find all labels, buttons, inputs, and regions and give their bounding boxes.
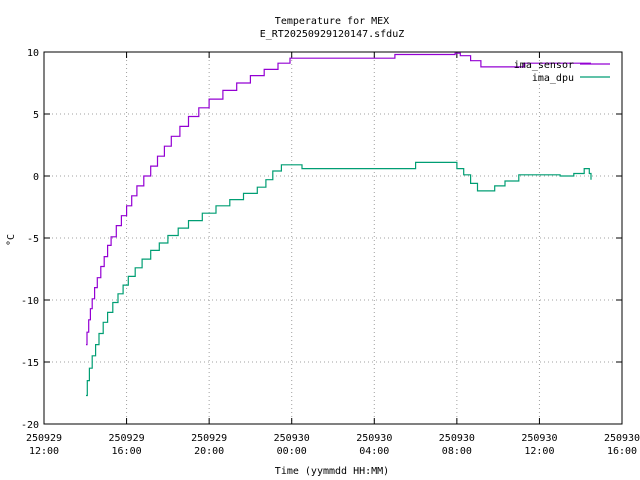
- legend-label-ima_dpu: ima_dpu: [532, 73, 574, 84]
- x-tick-label-date: 250929: [191, 433, 227, 444]
- x-tick-label-date: 250930: [356, 433, 392, 444]
- series-layer: [86, 52, 592, 397]
- y-tick-label: -5: [27, 234, 39, 245]
- x-tick-label-date: 250929: [26, 433, 62, 444]
- y-tick-label: 0: [33, 172, 39, 183]
- x-tick-label-time: 00:00: [277, 446, 307, 457]
- x-tick-label-date: 250930: [439, 433, 475, 444]
- x-tick-label-time: 04:00: [359, 446, 389, 457]
- x-tick-label-date: 250929: [109, 433, 145, 444]
- x-tick-label-time: 16:00: [112, 446, 142, 457]
- series-line-ima_sensor: [86, 52, 591, 346]
- x-tick-label-time: 20:00: [194, 446, 224, 457]
- y-tick-label: 10: [27, 48, 39, 59]
- y-tick-label: -20: [21, 420, 39, 431]
- legend-label-ima_sensor: ima_sensor: [514, 60, 574, 71]
- x-tick-label-time: 16:00: [607, 446, 637, 457]
- axes: 250929 12:00 250929 16:00 250929 20:00 250930 0…: [21, 48, 640, 457]
- x-tick-label-time: 12:00: [524, 446, 554, 457]
- x-tick-label-time: 08:00: [442, 446, 472, 457]
- y-tick-label: -10: [21, 296, 39, 307]
- chart-subtitle: E_RT20250929120147.sfduZ: [260, 29, 405, 40]
- x-tick-label-date: 250930: [604, 433, 640, 444]
- plot-border: [43, 51, 623, 425]
- grid: [44, 52, 622, 424]
- legend: ima_sensor ima_dpu: [514, 60, 610, 84]
- y-tick-label: -15: [21, 358, 39, 369]
- chart-title: Temperature for MEX: [275, 16, 389, 27]
- x-tick-label-date: 250930: [274, 433, 310, 444]
- series-line-ima_dpu: [86, 161, 592, 397]
- y-tick-label: 5: [33, 110, 39, 121]
- x-axis-label: Time (yymmdd HH:MM): [275, 466, 389, 477]
- x-tick-label-time: 12:00: [29, 446, 59, 457]
- x-tick-label-date: 250930: [521, 433, 557, 444]
- y-axis-label: °C: [6, 234, 17, 246]
